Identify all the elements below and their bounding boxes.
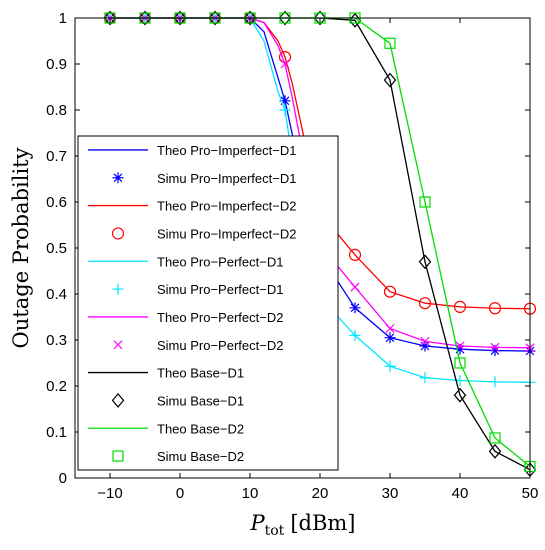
legend-item-simu-pro-imperfect-d2: Simu Pro−Imperfect−D2 — [111, 226, 296, 241]
data-point-simu-base-d1 — [383, 72, 397, 88]
data-point-simu-pro-imperfect-d1 — [454, 343, 466, 355]
series-simu-base-d1 — [103, 10, 537, 478]
data-point-simu-base-d1 — [173, 10, 187, 26]
y-tick-label: 0.6 — [46, 194, 67, 211]
legend-item-theo-base-d1: Theo Base−D1 — [88, 366, 244, 381]
data-point-simu-base-d2 — [419, 196, 431, 208]
data-point-simu-base-d2 — [384, 37, 396, 49]
data-point-simu-pro-imperfect-d2 — [348, 248, 362, 261]
legend-label: Simu Pro−Perfect−D2 — [157, 338, 283, 353]
data-point-simu-pro-perfect-d1 — [384, 360, 396, 372]
y-tick-label: 0 — [59, 470, 67, 487]
legend-item-theo-pro-imperfect-d1: Theo Pro−Imperfect−D1 — [88, 143, 296, 158]
data-point-simu-pro-perfect-d2 — [280, 59, 290, 69]
data-point-simu-base-d1 — [453, 387, 467, 403]
y-tick-label: 0.8 — [46, 102, 67, 119]
data-point-simu-pro-imperfect-d1 — [489, 345, 501, 357]
data-point-simu-pro-imperfect-d2 — [488, 302, 502, 315]
data-point-simu-pro-perfect-d2 — [350, 282, 360, 292]
legend-label: Theo Pro−Imperfect−D1 — [157, 143, 296, 158]
data-point-simu-pro-imperfect-d1 — [384, 332, 396, 344]
legend-item-simu-pro-perfect-d2: Simu Pro−Perfect−D2 — [113, 338, 283, 353]
data-point-simu-pro-perfect-d2 — [420, 336, 430, 346]
data-point-simu-base-d1 — [313, 10, 327, 26]
data-point-simu-base-d1 — [418, 254, 432, 270]
x-tick-label: −10 — [97, 485, 122, 502]
data-point-simu-base-d1 — [103, 10, 117, 26]
legend-swatch-marker — [113, 340, 123, 350]
legend-label: Simu Base−D2 — [157, 449, 244, 464]
legend-swatch-marker — [111, 227, 125, 240]
x-axis-label-subscript: tot — [265, 523, 285, 539]
y-tick-label: 0.9 — [46, 56, 67, 73]
data-point-simu-base-d1 — [138, 10, 152, 26]
data-point-simu-base-d1 — [278, 10, 292, 26]
data-point-simu-pro-perfect-d2 — [490, 342, 500, 352]
data-point-simu-pro-perfect-d1 — [349, 329, 361, 341]
data-point-simu-pro-perfect-d1 — [279, 104, 291, 116]
y-tick-label: 0.5 — [46, 240, 67, 257]
legend-item-theo-pro-perfect-d2: Theo Pro−Perfect−D2 — [88, 310, 283, 325]
legend-label: Theo Base−D1 — [157, 366, 244, 381]
data-point-simu-base-d1 — [243, 10, 257, 26]
data-point-simu-pro-imperfect-d1 — [349, 302, 361, 314]
legend-label: Simu Pro−Imperfect−D1 — [157, 171, 296, 186]
x-tick-label: 10 — [242, 485, 259, 502]
legend-swatch-marker — [112, 283, 124, 295]
legend-box — [77, 135, 339, 471]
data-point-simu-pro-perfect-d1 — [419, 372, 431, 384]
legend-label: Theo Pro−Imperfect−D2 — [157, 199, 296, 214]
y-tick-label: 0.1 — [46, 424, 67, 441]
legend-label: Theo Base−D2 — [157, 421, 244, 436]
x-axis-label-main: P — [249, 511, 265, 535]
y-tick-label: 0.2 — [46, 378, 67, 395]
x-tick-label: 20 — [312, 485, 329, 502]
y-tick-label: 0.3 — [46, 332, 67, 349]
y-tick-label: 1 — [59, 10, 67, 27]
legend-label: Simu Pro−Imperfect−D2 — [157, 226, 296, 241]
data-point-simu-base-d1 — [208, 10, 222, 26]
y-tick-label: 0.4 — [46, 286, 67, 303]
legend-item-simu-base-d2: Simu Base−D2 — [112, 449, 244, 464]
legend-swatch-marker — [111, 392, 125, 408]
legend-item-theo-pro-perfect-d1: Theo Pro−Perfect−D1 — [88, 254, 283, 269]
legend-item-simu-pro-imperfect-d1: Simu Pro−Imperfect−D1 — [112, 171, 296, 186]
tick-layer: −10 0 10 20 30 40 50 0 0.1 0.2 0.3 0.4 0.5 0.6 0.7 0.8 0… — [46, 10, 538, 502]
data-point-simu-base-d1 — [488, 443, 502, 459]
data-point-simu-pro-imperfect-d1 — [279, 95, 291, 107]
x-axis-label: Ptot [dBm] — [249, 511, 355, 539]
legend-label: Simu Pro−Perfect−D1 — [157, 282, 283, 297]
y-axis-label: Outage Probability — [9, 147, 33, 348]
data-point-simu-pro-perfect-d2 — [385, 323, 395, 334]
data-point-simu-pro-imperfect-d2 — [453, 300, 467, 313]
legend-label: Simu Base−D1 — [157, 393, 244, 408]
legend: Theo Pro−Imperfect−D1 Simu Pro−Imperfect−… — [77, 135, 339, 471]
data-point-simu-pro-imperfect-d1 — [419, 340, 431, 352]
data-point-simu-base-d2 — [489, 432, 501, 444]
legend-label: Theo Pro−Perfect−D1 — [157, 254, 283, 269]
y-tick-label: 0.7 — [46, 148, 67, 165]
data-point-simu-pro-imperfect-d2 — [418, 297, 432, 310]
x-axis-label-unit: [dBm] — [290, 511, 355, 535]
legend-item-theo-pro-imperfect-d2: Theo Pro−Imperfect−D2 — [88, 199, 296, 214]
legend-swatch-marker — [112, 172, 124, 184]
legend-label: Theo Pro−Perfect−D2 — [157, 310, 283, 325]
legend-swatch-marker — [112, 450, 124, 462]
data-point-simu-pro-imperfect-d2 — [383, 285, 397, 298]
data-point-simu-base-d2 — [454, 357, 466, 369]
x-tick-label: 30 — [382, 485, 399, 502]
data-point-simu-pro-perfect-d1 — [489, 376, 501, 388]
x-tick-label: 50 — [522, 485, 539, 502]
legend-item-simu-pro-perfect-d1: Simu Pro−Perfect−D1 — [112, 282, 283, 297]
x-tick-label: 0 — [176, 485, 184, 502]
legend-item-theo-base-d2: Theo Base−D2 — [88, 421, 244, 436]
x-tick-label: 40 — [452, 485, 469, 502]
legend-item-simu-base-d1: Simu Base−D1 — [111, 392, 244, 408]
